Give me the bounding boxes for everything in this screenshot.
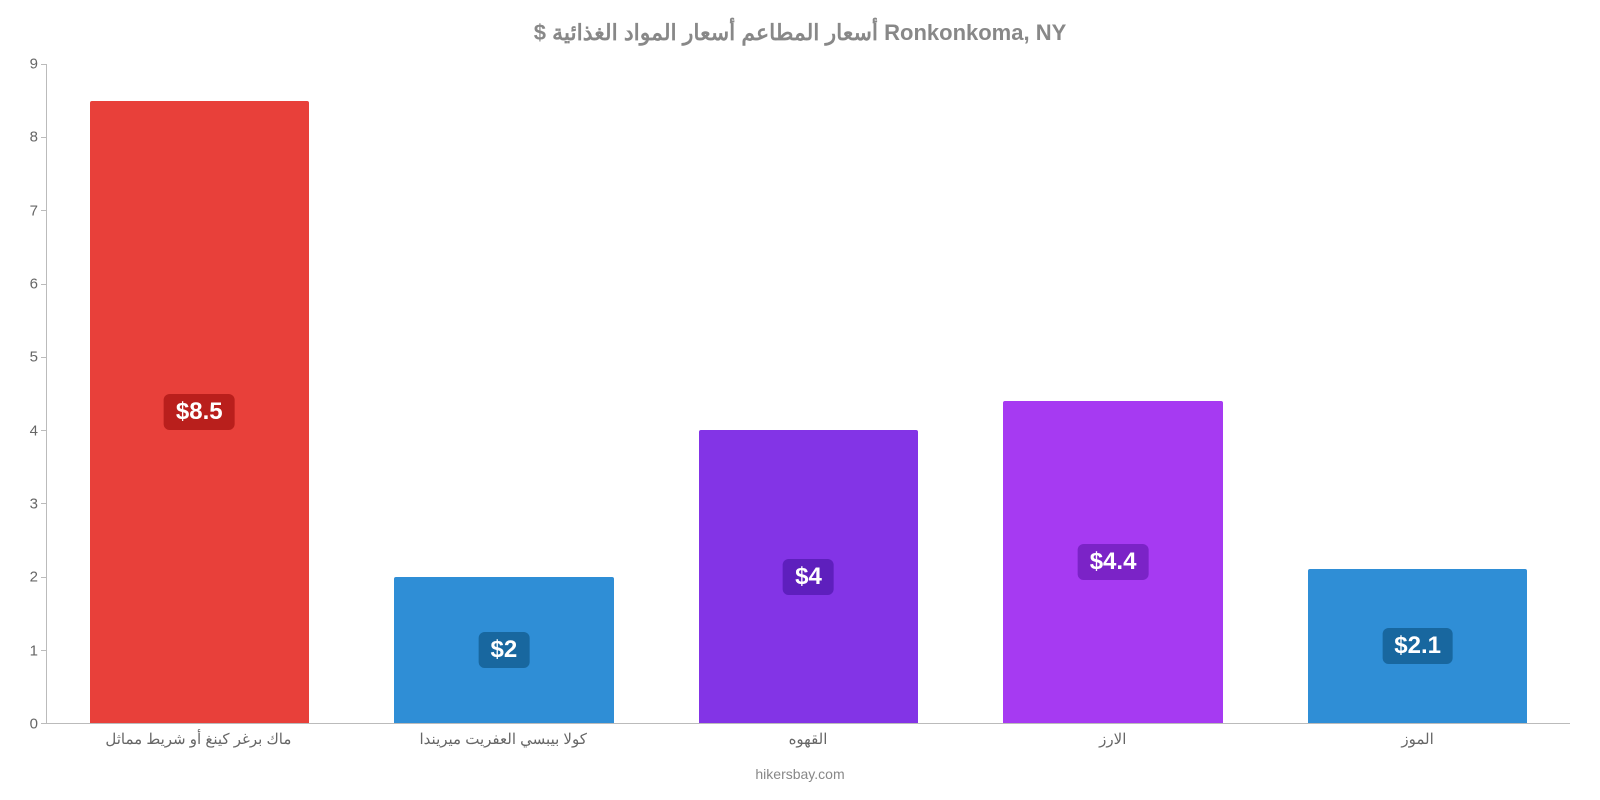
y-tick-mark bbox=[41, 577, 47, 578]
bar-slot: $4 bbox=[656, 64, 961, 723]
y-tick-mark bbox=[41, 137, 47, 138]
x-axis-label: القهوه bbox=[656, 730, 961, 748]
y-axis: 0123456789 bbox=[0, 64, 46, 724]
y-tick-label: 9 bbox=[30, 56, 38, 73]
y-tick-mark bbox=[41, 357, 47, 358]
bar-value-badge: $2.1 bbox=[1382, 628, 1453, 664]
y-tick-mark bbox=[41, 284, 47, 285]
price-bar-chart: $ أسعار المطاعم أسعار المواد الغذائية Ro… bbox=[0, 0, 1600, 800]
x-axis-label: الارز bbox=[960, 730, 1265, 748]
y-tick-mark bbox=[41, 723, 47, 724]
plot-area: $8.5 $2 $4 $4.4 $2.1 bbox=[46, 64, 1570, 724]
bar: $2 bbox=[394, 577, 613, 723]
bar: $8.5 bbox=[90, 101, 309, 723]
chart-credit: hikersbay.com bbox=[0, 766, 1600, 782]
y-tick-label: 6 bbox=[30, 276, 38, 293]
bar-value-badge: $2 bbox=[479, 632, 530, 668]
y-tick-mark bbox=[41, 64, 47, 65]
y-tick-mark bbox=[41, 430, 47, 431]
plot-row: 0123456789 $8.5$2$4$4.4$2.1 bbox=[0, 64, 1600, 724]
y-tick-mark bbox=[41, 650, 47, 651]
y-tick-label: 3 bbox=[30, 496, 38, 513]
bar-slot: $4.4 bbox=[961, 64, 1266, 723]
bar: $4 bbox=[699, 430, 918, 723]
bar: $2.1 bbox=[1308, 569, 1527, 723]
x-axis-label: الموز bbox=[1265, 730, 1570, 748]
bar-value-badge: $8.5 bbox=[164, 394, 235, 430]
y-tick-label: 0 bbox=[30, 716, 38, 733]
x-axis-label: ماك برغر كينغ أو شريط مماثل bbox=[46, 730, 351, 748]
bar-value-badge: $4.4 bbox=[1078, 544, 1149, 580]
y-tick-label: 5 bbox=[30, 349, 38, 366]
bars-container: $8.5 $2 $4 $4.4 $2.1 bbox=[47, 64, 1570, 723]
bar-slot: $2 bbox=[352, 64, 657, 723]
y-tick-mark bbox=[41, 503, 47, 504]
y-tick-mark bbox=[41, 210, 47, 211]
y-tick-label: 1 bbox=[30, 642, 38, 659]
y-tick-label: 7 bbox=[30, 202, 38, 219]
bar-value-badge: $4 bbox=[783, 559, 834, 595]
bar-slot: $2.1 bbox=[1265, 64, 1570, 723]
y-tick-label: 2 bbox=[30, 569, 38, 586]
x-axis-label: كولا بيبسي العفريت ميريندا bbox=[351, 730, 656, 748]
y-tick-label: 8 bbox=[30, 129, 38, 146]
bar: $4.4 bbox=[1003, 401, 1222, 723]
y-tick-label: 4 bbox=[30, 422, 38, 439]
chart-title: $ أسعار المطاعم أسعار المواد الغذائية Ro… bbox=[0, 20, 1600, 46]
bar-slot: $8.5 bbox=[47, 64, 352, 723]
x-axis: ماك برغر كينغ أو شريط مماثلكولا بيبسي ال… bbox=[46, 724, 1570, 748]
